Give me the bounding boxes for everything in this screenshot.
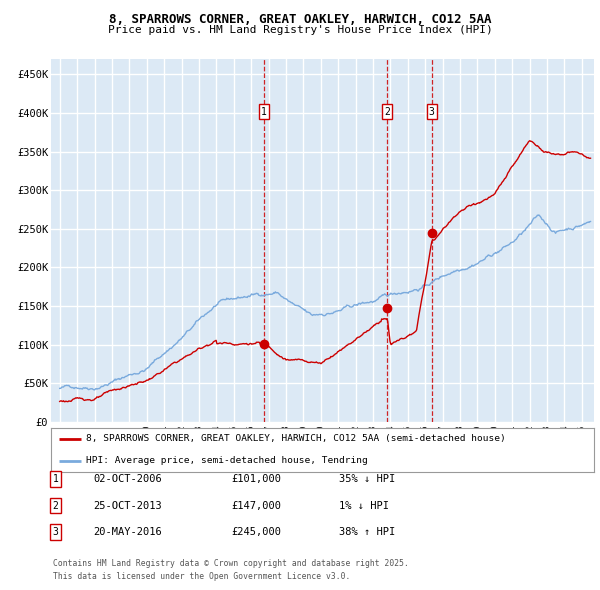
Text: £245,000: £245,000 <box>231 527 281 537</box>
Text: HPI: Average price, semi-detached house, Tendring: HPI: Average price, semi-detached house,… <box>86 457 368 466</box>
Text: 3: 3 <box>53 527 59 537</box>
Text: Contains HM Land Registry data © Crown copyright and database right 2025.: Contains HM Land Registry data © Crown c… <box>53 559 409 568</box>
Text: 1: 1 <box>53 474 59 484</box>
Text: 20-MAY-2016: 20-MAY-2016 <box>93 527 162 537</box>
Text: 8, SPARROWS CORNER, GREAT OAKLEY, HARWICH, CO12 5AA (semi-detached house): 8, SPARROWS CORNER, GREAT OAKLEY, HARWIC… <box>86 434 506 443</box>
Text: Price paid vs. HM Land Registry's House Price Index (HPI): Price paid vs. HM Land Registry's House … <box>107 25 493 35</box>
Text: £101,000: £101,000 <box>231 474 281 484</box>
Text: 2: 2 <box>53 501 59 510</box>
Text: 2: 2 <box>385 107 390 117</box>
Text: 38% ↑ HPI: 38% ↑ HPI <box>339 527 395 537</box>
Text: 25-OCT-2013: 25-OCT-2013 <box>93 501 162 510</box>
Text: This data is licensed under the Open Government Licence v3.0.: This data is licensed under the Open Gov… <box>53 572 350 581</box>
Text: £147,000: £147,000 <box>231 501 281 510</box>
Text: 02-OCT-2006: 02-OCT-2006 <box>93 474 162 484</box>
Text: 8, SPARROWS CORNER, GREAT OAKLEY, HARWICH, CO12 5AA: 8, SPARROWS CORNER, GREAT OAKLEY, HARWIC… <box>109 13 491 26</box>
Text: 1% ↓ HPI: 1% ↓ HPI <box>339 501 389 510</box>
Text: 3: 3 <box>429 107 435 117</box>
Text: 35% ↓ HPI: 35% ↓ HPI <box>339 474 395 484</box>
Text: 1: 1 <box>261 107 267 117</box>
